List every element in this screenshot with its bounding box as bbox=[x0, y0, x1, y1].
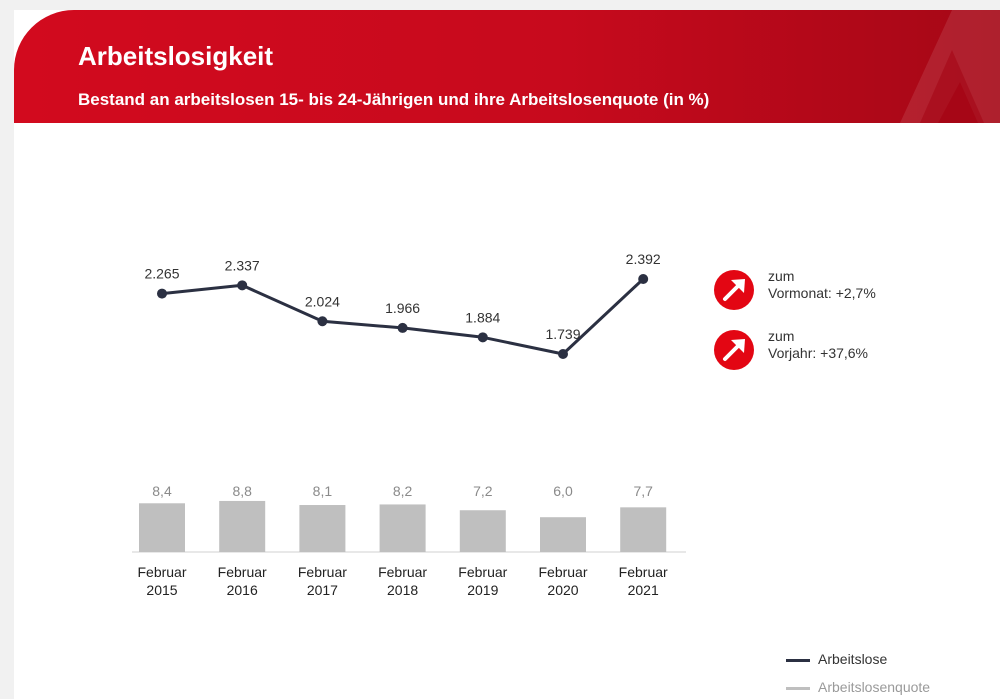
x-tick-label: Februar bbox=[298, 564, 347, 580]
bar bbox=[139, 503, 185, 552]
data-point bbox=[397, 322, 408, 333]
data-label: 2.024 bbox=[305, 293, 340, 309]
header-banner: Arbeitslosigkeit Bestand an arbeitslosen… bbox=[14, 10, 1000, 123]
legend-swatch bbox=[786, 659, 810, 662]
bar bbox=[219, 500, 266, 552]
arrow-up-right-icon bbox=[714, 270, 754, 310]
x-tick-label: Februar bbox=[619, 564, 668, 580]
x-tick-label: 2017 bbox=[307, 582, 338, 598]
x-tick-label: 2015 bbox=[146, 582, 177, 598]
x-tick-label: 2016 bbox=[227, 582, 258, 598]
callout-vorjahr: zum Vorjahr: +37,6% bbox=[714, 328, 914, 374]
x-tick-label: Februar bbox=[137, 564, 186, 580]
callout-line2: Vorjahr: +37,6% bbox=[768, 345, 869, 361]
bar-value-label: 8,4 bbox=[152, 483, 172, 499]
data-point bbox=[638, 274, 649, 284]
bar bbox=[299, 505, 346, 552]
arrow-up-right-icon bbox=[714, 330, 754, 370]
agency-logo-icon bbox=[900, 10, 1000, 123]
data-point bbox=[317, 316, 328, 327]
callout-line1: zum bbox=[768, 268, 795, 284]
data-label: 1.966 bbox=[385, 300, 420, 316]
x-tick-label: 2019 bbox=[467, 582, 498, 598]
bar-value-label: 7,2 bbox=[473, 483, 493, 499]
data-point bbox=[558, 349, 568, 359]
data-label: 2.265 bbox=[144, 266, 179, 282]
data-label: 2.392 bbox=[626, 251, 661, 267]
data-point bbox=[157, 288, 167, 299]
data-point bbox=[477, 332, 488, 343]
chart: 2.265 2.337 2.024 1.966 1.884 1.739 2.392 8,4 8,… bbox=[132, 251, 686, 598]
bar bbox=[620, 507, 667, 552]
legend-label: Arbeitslosenquote bbox=[818, 679, 931, 695]
bar-value-label: 8,8 bbox=[232, 483, 252, 499]
legend-label: Arbeitslose bbox=[818, 651, 888, 667]
data-label: 1.739 bbox=[545, 326, 580, 342]
callout-line1: zum bbox=[768, 328, 795, 344]
data-label: 2.337 bbox=[225, 257, 260, 273]
data-label: 1.884 bbox=[465, 309, 500, 325]
x-tick-label: Februar bbox=[378, 564, 427, 580]
data-point bbox=[237, 280, 248, 291]
x-tick-label: Februar bbox=[538, 564, 587, 580]
x-tick-label: 2021 bbox=[628, 582, 659, 598]
page-subtitle: Bestand an arbeitslosen 15- bis 24-Jähri… bbox=[78, 90, 710, 109]
series-line-arbeitslose bbox=[161, 277, 645, 356]
x-tick-label: Februar bbox=[458, 564, 507, 580]
x-tick-label: 2020 bbox=[547, 582, 578, 598]
slide: Arbeitslosigkeit Bestand an arbeitslosen… bbox=[14, 10, 1000, 699]
bar bbox=[459, 510, 506, 552]
bar bbox=[379, 504, 426, 552]
bar-value-label: 6,0 bbox=[553, 483, 573, 499]
legend-swatch bbox=[786, 687, 810, 690]
page-title: Arbeitslosigkeit bbox=[78, 41, 274, 71]
callout-line2: Vormonat: +2,7% bbox=[768, 285, 876, 301]
x-tick-label: 2018 bbox=[387, 582, 418, 598]
bar-value-label: 8,2 bbox=[393, 483, 413, 499]
bar bbox=[540, 517, 586, 552]
callout-vormonat: zum Vormonat: +2,7% bbox=[714, 268, 914, 314]
bar-value-label: 8,1 bbox=[313, 483, 333, 499]
bar-value-label: 7,7 bbox=[633, 483, 653, 499]
x-tick-label: Februar bbox=[218, 564, 267, 580]
